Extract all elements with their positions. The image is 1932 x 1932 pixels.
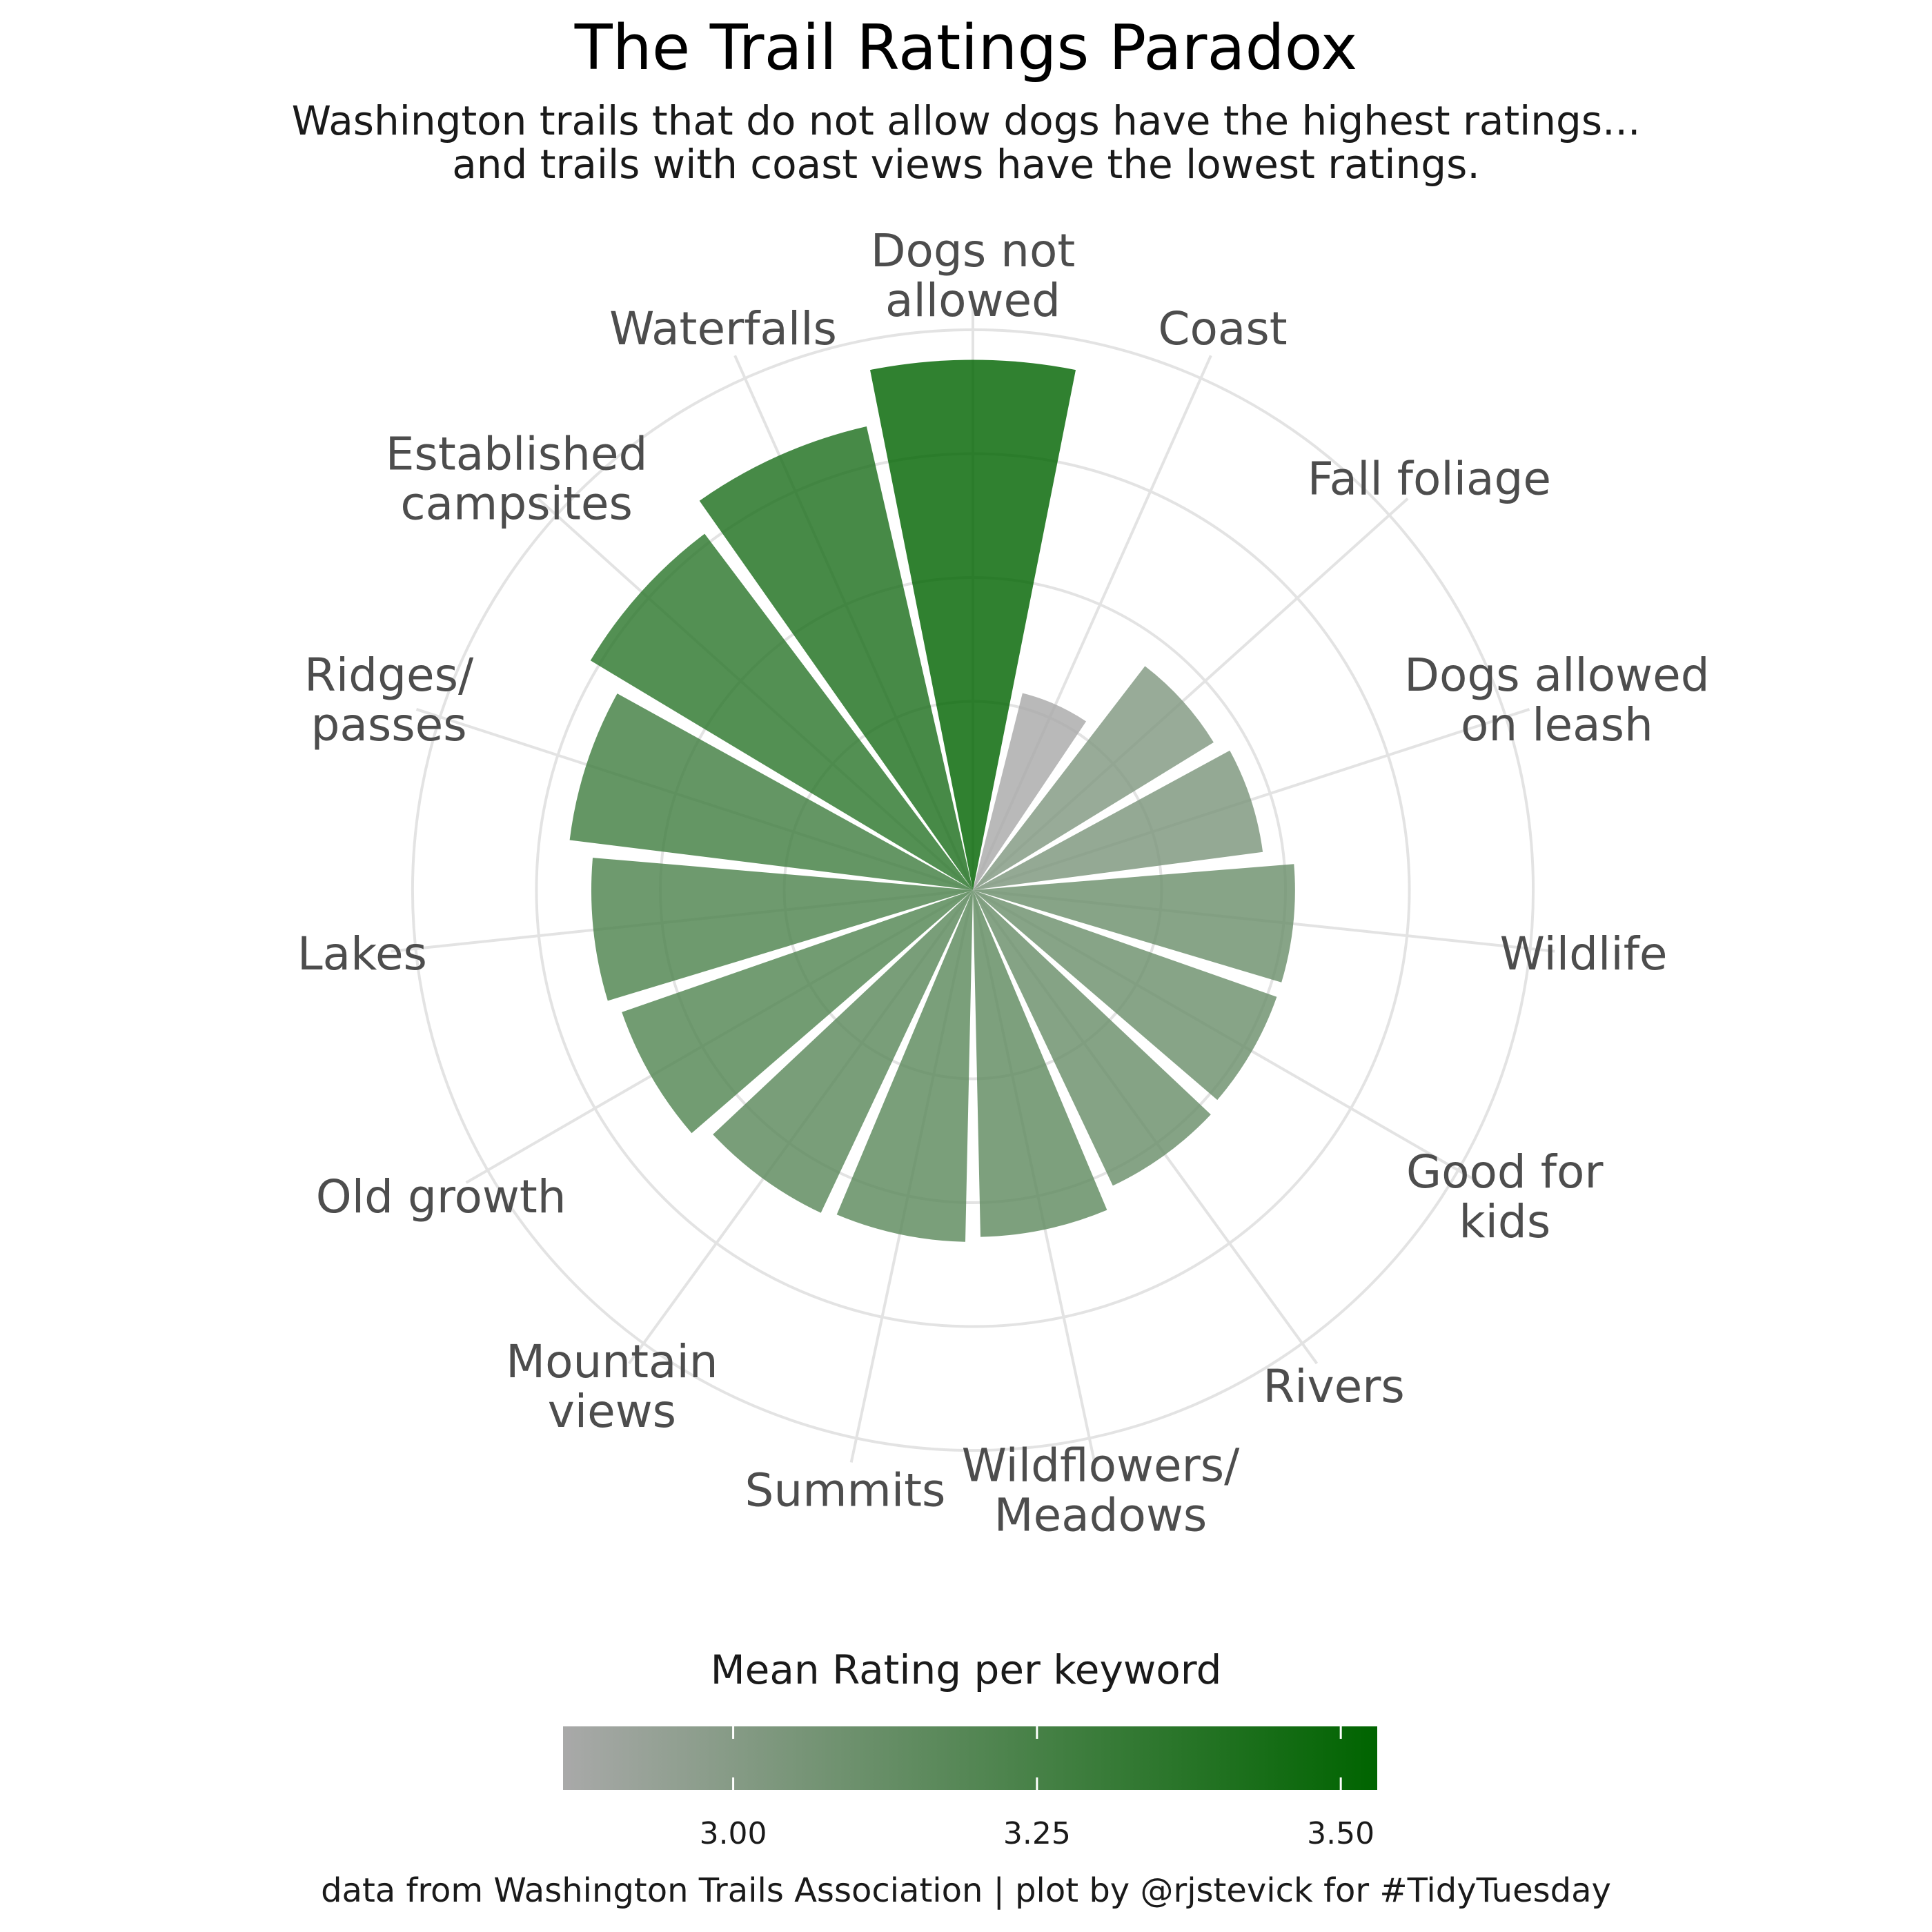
category-label: Ridges/passes [304,649,474,751]
bar-summits [836,890,973,1242]
category-label: Waterfalls [609,302,837,355]
bar-ridges-passes [569,693,973,890]
chart-caption: data from Washington Trails Association … [321,1871,1611,1910]
bar-lakes [591,858,973,1001]
legend-tick-label: 3.50 [1307,1816,1374,1851]
polar-bars [569,359,1295,1242]
bar-mountain-views [713,890,973,1213]
chart-subtitle-line-2: and trails with coast views have the low… [452,141,1480,188]
bar-old-growth [622,890,973,1134]
bar-established-campsites [590,533,973,890]
category-label: Dogs not allowed [871,224,1076,327]
category-labels: Dogs not allowed Coast Fall foliage Dogs all… [297,224,1710,1542]
legend-colorbar [563,1726,1377,1790]
bar-rivers [973,890,1211,1186]
category-label: Wildflowers/Meadows [962,1439,1240,1542]
category-label: Old growth [316,1170,566,1223]
category-label: Summits [745,1464,946,1517]
color-legend: Mean Rating per keyword 3.00 3.25 3.50 [563,1646,1377,1851]
category-label: Good for kids [1406,1145,1604,1248]
category-label: Rivers [1263,1360,1404,1413]
legend-title: Mean Rating per keyword [711,1646,1222,1693]
bar-waterfalls [699,426,973,890]
bar-good-for-kids [973,890,1277,1101]
legend-tick-label: 3.25 [1003,1816,1071,1851]
bar-coast [973,693,1087,890]
category-label: Coast [1158,302,1287,355]
category-label: Mountain views [506,1335,718,1438]
category-label: Dogs allowed on leash [1404,649,1709,751]
bar-dogs-not-allowed [870,359,1076,890]
bar-dogs-allowed-on-leash [973,750,1263,890]
category-label: Wildlife [1500,927,1668,980]
chart-subtitle-line-1: Washington trails that do not allow dogs… [292,97,1641,144]
legend-tick-label: 3.00 [700,1816,767,1851]
bar-wildflowers-meadows [973,890,1107,1237]
bar-fall-foliage [973,666,1214,890]
bar-wildlife [973,864,1295,983]
legend-ticks: 3.00 3.25 3.50 [700,1726,1374,1851]
category-label: Fall foliage [1308,453,1551,506]
category-label: Lakes [297,927,427,980]
chart-title: The Trail Ratings Paradox [574,12,1357,84]
category-label: Established campsites [386,428,648,531]
